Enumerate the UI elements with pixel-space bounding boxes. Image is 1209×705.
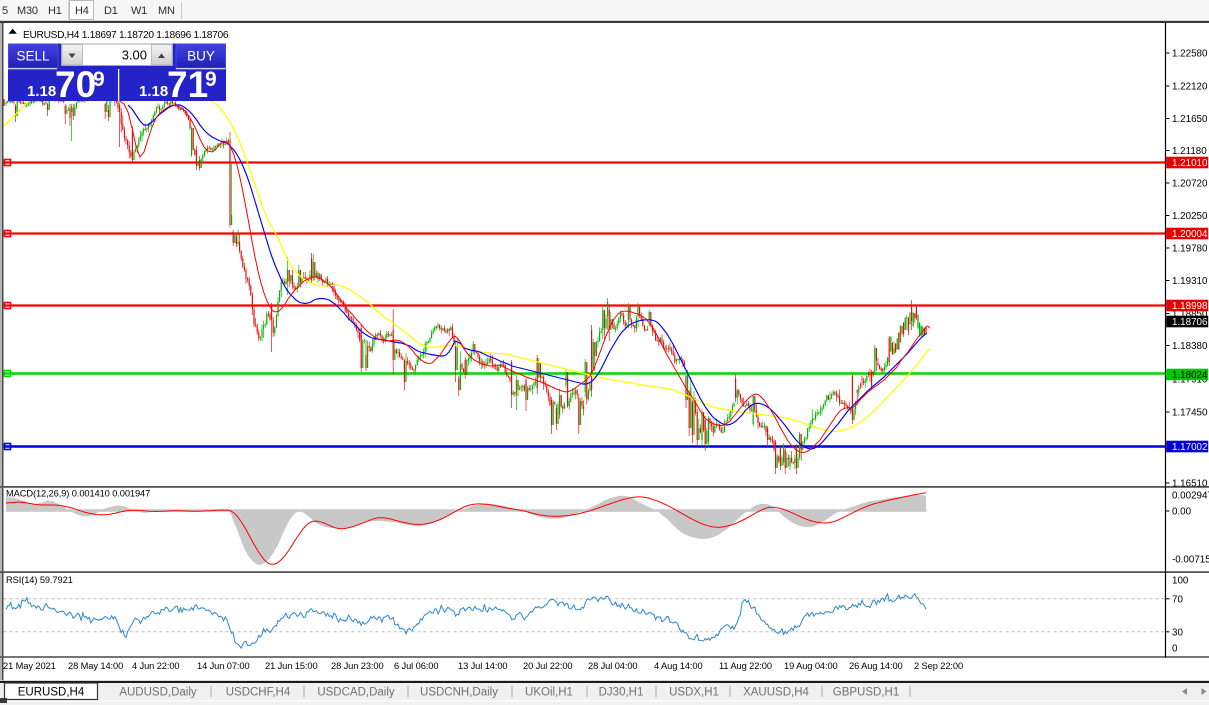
svg-text:1.21650: 1.21650 <box>1172 114 1208 125</box>
svg-text:0.002947: 0.002947 <box>1172 491 1209 502</box>
svg-text:21 May 2021: 21 May 2021 <box>3 661 56 671</box>
svg-text:1.17002: 1.17002 <box>1172 442 1207 453</box>
svg-text:6 Jul 06:00: 6 Jul 06:00 <box>394 661 438 671</box>
svg-text:70: 70 <box>1172 594 1183 605</box>
svg-text:1.16510: 1.16510 <box>1172 479 1208 490</box>
svg-text:9: 9 <box>93 68 105 91</box>
svg-text:1.22120: 1.22120 <box>1172 82 1208 93</box>
svg-text:USDCAD,Daily: USDCAD,Daily <box>317 687 395 699</box>
svg-text:1.18998: 1.18998 <box>1172 301 1208 312</box>
svg-text:W1: W1 <box>131 5 147 17</box>
svg-text:1.18706: 1.18706 <box>1172 317 1208 328</box>
svg-text:21 Jun 15:00: 21 Jun 15:00 <box>265 661 318 671</box>
svg-text:100: 100 <box>1172 576 1189 587</box>
svg-text:1.18380: 1.18380 <box>1172 341 1208 352</box>
svg-text:1.18: 1.18 <box>139 83 168 100</box>
svg-text:SELL: SELL <box>16 49 50 64</box>
svg-text:1.19780: 1.19780 <box>1172 244 1208 255</box>
svg-text:4 Aug 14:00: 4 Aug 14:00 <box>654 661 703 671</box>
svg-text:USDCHF,H4: USDCHF,H4 <box>226 687 291 699</box>
svg-text:28 Jul 04:00: 28 Jul 04:00 <box>588 661 637 671</box>
svg-text:BUY: BUY <box>187 49 215 64</box>
svg-text:DJ30,H1: DJ30,H1 <box>599 687 644 699</box>
svg-text:1.18: 1.18 <box>27 83 56 100</box>
svg-text:70: 70 <box>55 64 96 105</box>
svg-text:2 Sep 22:00: 2 Sep 22:00 <box>914 661 963 671</box>
svg-text:XAUUSD,H4: XAUUSD,H4 <box>743 687 809 699</box>
svg-text:AUDUSD,Daily: AUDUSD,Daily <box>119 687 197 699</box>
svg-text:H4: H4 <box>75 5 89 17</box>
svg-text:14 Jun 07:00: 14 Jun 07:00 <box>197 661 250 671</box>
svg-text:1.20004: 1.20004 <box>1172 229 1208 240</box>
svg-text:11 Aug 22:00: 11 Aug 22:00 <box>719 661 772 671</box>
svg-text:1.22580: 1.22580 <box>1172 49 1208 60</box>
svg-text:1.21180: 1.21180 <box>1172 146 1207 157</box>
svg-text:13 Jul 14:00: 13 Jul 14:00 <box>458 661 507 671</box>
svg-text:D1: D1 <box>104 5 118 17</box>
svg-text:5: 5 <box>2 5 8 17</box>
svg-text:0: 0 <box>1172 644 1178 655</box>
svg-text:28 Jun 23:00: 28 Jun 23:00 <box>331 661 384 671</box>
svg-text:H1: H1 <box>48 5 62 17</box>
svg-text:20 Jul 22:00: 20 Jul 22:00 <box>523 661 572 671</box>
svg-text:EURUSD,H4: EURUSD,H4 <box>18 687 85 699</box>
svg-text:30: 30 <box>1172 627 1183 638</box>
svg-text:28 May 14:00: 28 May 14:00 <box>68 661 123 671</box>
svg-text:9: 9 <box>205 68 217 91</box>
svg-text:1.20720: 1.20720 <box>1172 179 1208 190</box>
svg-text:4 Jun 22:00: 4 Jun 22:00 <box>132 661 180 671</box>
svg-text:26 Aug 14:00: 26 Aug 14:00 <box>849 661 903 671</box>
svg-text:USDX,H1: USDX,H1 <box>669 687 719 699</box>
svg-text:M30: M30 <box>17 5 38 17</box>
svg-text:3.00: 3.00 <box>122 48 147 63</box>
svg-text:UKOil,H1: UKOil,H1 <box>525 687 573 699</box>
svg-text:1.19310: 1.19310 <box>1172 276 1208 287</box>
svg-text:GBPUSD,H1: GBPUSD,H1 <box>833 687 899 699</box>
svg-text:1.17450: 1.17450 <box>1172 408 1208 419</box>
svg-text:RSI(14) 59.7921: RSI(14) 59.7921 <box>6 575 73 585</box>
svg-text:MN: MN <box>158 5 175 17</box>
svg-text:MACD(12,26,9) 0.001410 0.00194: MACD(12,26,9) 0.001410 0.001947 <box>6 489 150 499</box>
svg-text:71: 71 <box>167 64 208 105</box>
svg-text:1.18024: 1.18024 <box>1172 370 1208 381</box>
svg-text:0.00: 0.00 <box>1172 507 1192 518</box>
svg-text:EURUSD,H4 1.18697 1.18720 1.1: EURUSD,H4 1.18697 1.18720 1.18696 1.1870… <box>23 30 229 41</box>
svg-text:1.20250: 1.20250 <box>1172 211 1208 222</box>
svg-text:USDCNH,Daily: USDCNH,Daily <box>420 687 498 699</box>
svg-text:19 Aug 04:00: 19 Aug 04:00 <box>784 661 838 671</box>
svg-text:1.21010: 1.21010 <box>1172 158 1208 169</box>
svg-text:1.18850: 1.18850 <box>1172 309 1208 320</box>
